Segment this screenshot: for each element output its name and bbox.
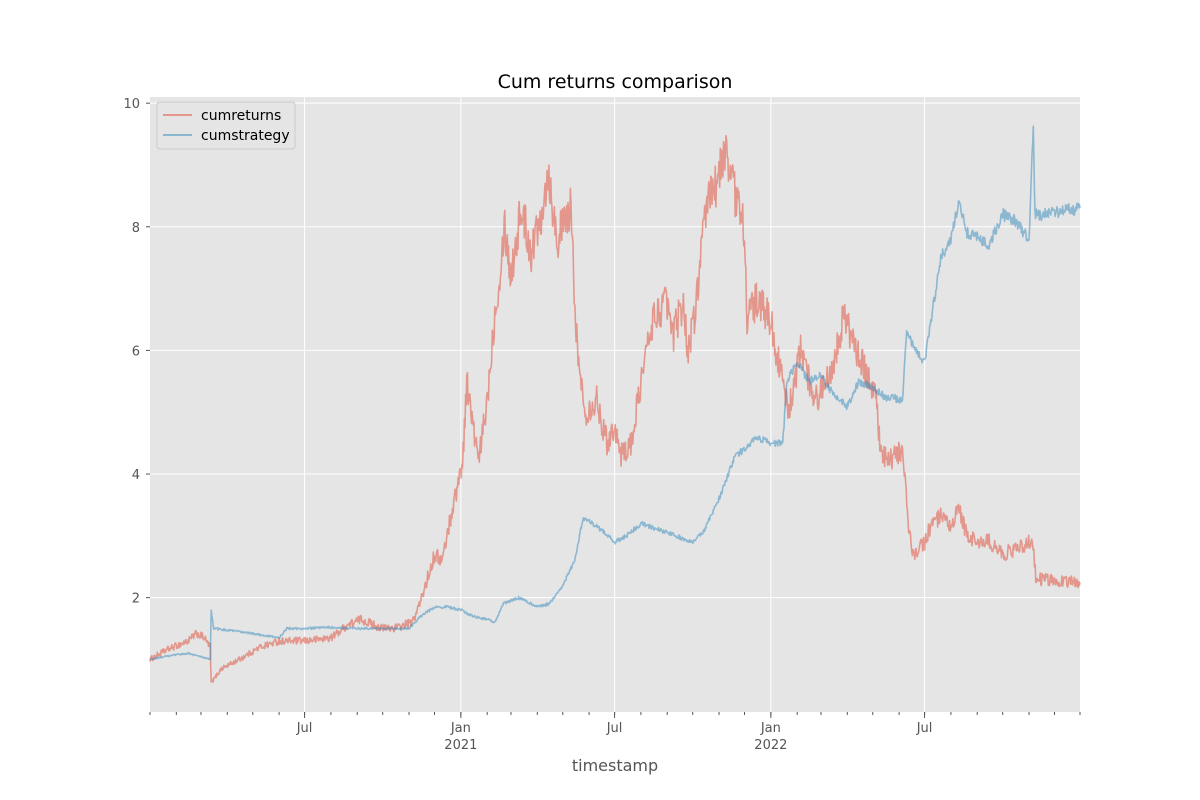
x-tick-label: Jul xyxy=(916,721,933,736)
x-tick-sublabel: 2022 xyxy=(754,738,787,753)
y-tick-label: 10 xyxy=(123,97,140,112)
legend: cumreturns cumstrategy xyxy=(156,101,296,150)
chart-title: Cum returns comparison xyxy=(498,71,733,93)
series-line-cumreturns xyxy=(149,134,1081,683)
series-lines xyxy=(149,125,1081,683)
y-tick-label: 4 xyxy=(132,468,140,483)
y-tick-label: 8 xyxy=(132,221,140,236)
x-axis-ticks: Jul Jan 2021 Jul Jan 2022 Jul xyxy=(149,712,1081,753)
legend-label-cumstrategy: cumstrategy xyxy=(201,128,290,144)
x-tick-sublabel: 2021 xyxy=(444,738,477,753)
x-axis-label: timestamp xyxy=(572,756,658,775)
x-tick-label: Jul xyxy=(296,721,313,736)
y-tick-label: 2 xyxy=(132,592,140,607)
legend-box xyxy=(156,101,296,150)
y-tick-label: 6 xyxy=(132,344,140,359)
y-axis-ticks: 2 4 6 8 10 xyxy=(123,97,150,607)
x-tick-label: Jan xyxy=(760,721,781,736)
series-line-cumstrategy xyxy=(149,125,1081,661)
legend-label-cumreturns: cumreturns xyxy=(201,108,281,124)
x-tick-label: Jul xyxy=(606,721,623,736)
x-tick-label: Jan xyxy=(450,721,471,736)
